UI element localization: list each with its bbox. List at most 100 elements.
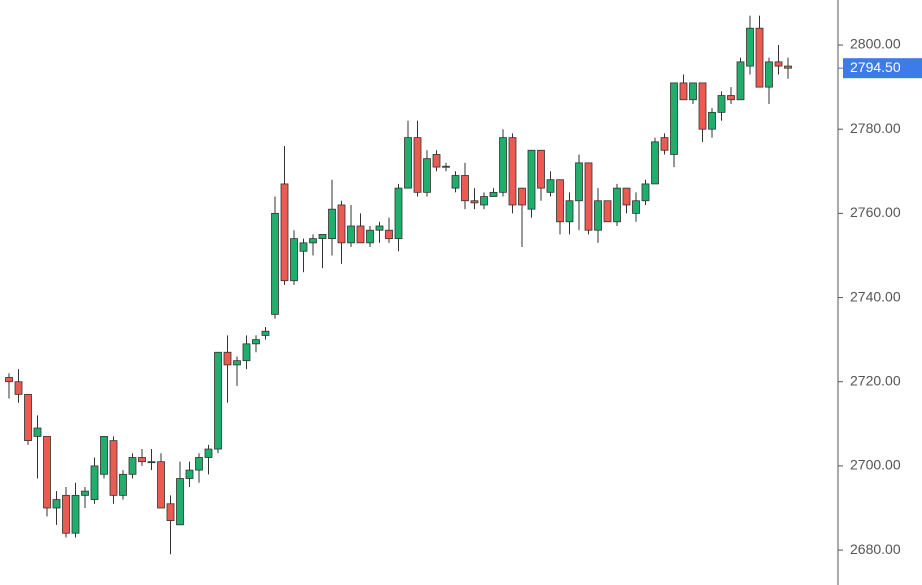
y-tick-label: 2780.00 — [850, 120, 901, 136]
candle — [489, 188, 498, 197]
candle — [556, 179, 564, 235]
candle-body — [318, 234, 327, 240]
candle — [309, 234, 317, 256]
candle-body — [147, 461, 156, 464]
candle-body — [128, 457, 137, 475]
candle-body — [546, 179, 555, 193]
candle — [499, 129, 507, 197]
candle-body — [394, 187, 403, 240]
y-tick-label: 2760.00 — [850, 204, 901, 220]
candle-body — [774, 61, 783, 67]
candle — [575, 154, 583, 231]
candle — [147, 449, 156, 471]
candle — [138, 449, 146, 466]
candle — [81, 486, 89, 508]
candle-body — [43, 436, 51, 509]
candle — [442, 162, 450, 172]
candle-body — [651, 141, 659, 185]
candle-body — [622, 187, 631, 206]
candle — [622, 187, 631, 214]
candle-body — [518, 187, 526, 206]
candle — [765, 57, 773, 104]
candle — [565, 192, 574, 235]
candle-body — [280, 183, 289, 282]
candle-body — [385, 229, 393, 240]
candle-body — [594, 200, 602, 231]
candle — [62, 486, 70, 538]
candle — [594, 188, 602, 243]
candle — [24, 393, 32, 445]
candle-body — [233, 360, 241, 366]
candle — [451, 171, 460, 193]
candle — [670, 82, 678, 168]
candle-body — [527, 149, 536, 210]
candle — [736, 57, 745, 101]
candle — [157, 453, 165, 509]
candle-body — [413, 137, 422, 193]
candle — [119, 470, 127, 500]
y-tick-label: 2680.00 — [850, 541, 901, 557]
candle — [290, 230, 298, 285]
candle — [727, 87, 735, 104]
candle — [660, 133, 669, 155]
candle-body — [442, 165, 450, 168]
candle — [584, 162, 593, 235]
candle — [527, 149, 536, 218]
candle-body — [404, 137, 412, 189]
candle — [166, 495, 175, 555]
candle — [366, 226, 374, 248]
candle — [470, 188, 479, 210]
candle — [204, 444, 213, 475]
candle-body — [584, 162, 593, 231]
candle-body — [423, 158, 431, 193]
candle-body — [499, 137, 507, 193]
candle-body — [157, 461, 165, 509]
candle-body — [746, 27, 754, 67]
candle-body — [784, 65, 792, 69]
y-tick-label: 2800.00 — [850, 36, 901, 52]
candle — [100, 436, 108, 479]
candle — [261, 327, 270, 340]
candle — [214, 351, 222, 454]
candle — [508, 133, 517, 214]
candle — [242, 335, 251, 370]
candle-body — [565, 200, 574, 223]
candle-body — [727, 95, 735, 101]
candle — [613, 183, 621, 227]
candle-body — [138, 457, 146, 463]
candle-body — [366, 229, 374, 244]
candle-body — [641, 183, 650, 202]
candle-body — [698, 82, 707, 130]
candle-body — [480, 196, 488, 206]
candle — [413, 120, 422, 197]
candle-body — [670, 82, 678, 155]
candle — [347, 204, 355, 248]
candle-body — [109, 440, 118, 496]
candle — [176, 461, 184, 526]
candle-body — [252, 339, 260, 345]
y-tick-label: 2740.00 — [850, 288, 901, 304]
candle-body — [62, 494, 70, 534]
candle — [708, 108, 716, 138]
candle-body — [632, 200, 640, 214]
candle — [698, 82, 707, 142]
candle — [233, 356, 241, 386]
y-tick-label: 2700.00 — [850, 457, 901, 473]
candle — [271, 196, 279, 319]
candle — [423, 150, 431, 197]
candle — [651, 137, 659, 185]
candle — [774, 45, 783, 75]
candle-body — [556, 179, 564, 223]
candle — [299, 238, 308, 273]
candle — [432, 150, 441, 172]
candle — [356, 213, 365, 244]
candle-body — [299, 242, 308, 252]
candle — [195, 453, 203, 483]
candle-body — [432, 154, 441, 168]
candle-body — [195, 457, 203, 471]
candle-body — [375, 225, 384, 231]
candle — [252, 335, 260, 353]
candle-body — [575, 162, 583, 202]
candle-body — [271, 212, 279, 315]
